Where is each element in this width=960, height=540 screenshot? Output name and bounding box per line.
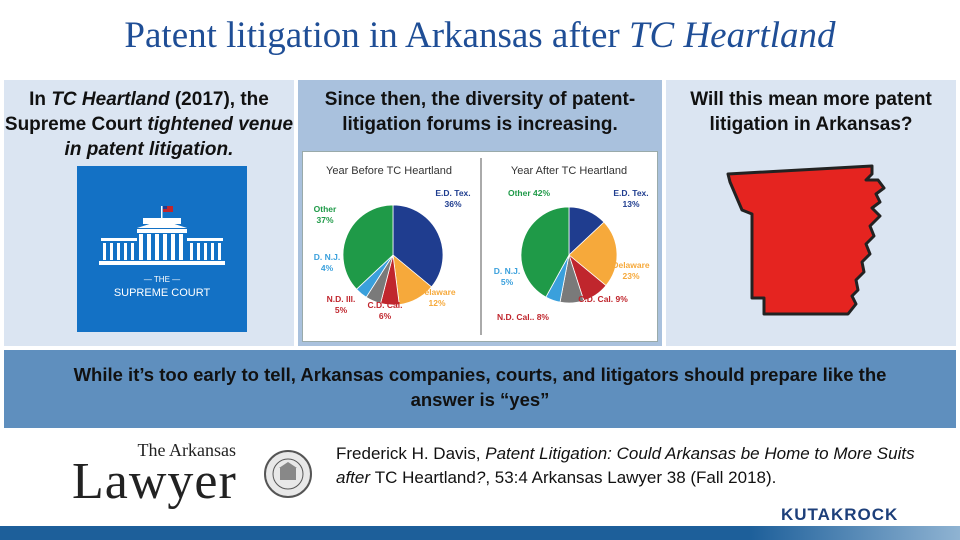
right-panel-text: Will this mean more patent litigation in…	[690, 89, 932, 135]
pie-label-delaware: Delaware 12%	[418, 287, 456, 308]
pie-label-d-n-j: D. N.J. 4%	[314, 252, 340, 273]
citation: Frederick H. Davis, Patent Litigation: C…	[336, 444, 915, 487]
arkansas-lawyer-logo: The Arkansas Lawyer	[72, 440, 242, 516]
pie-chart-comparison: Year Before TC Heartland E.D. Tex. 36% Dela…	[302, 151, 658, 342]
logo-lawyer: Lawyer	[72, 453, 237, 510]
middle-panel: Since then, the diversity of patent-liti…	[298, 80, 662, 346]
pie-label-e-d-tex: E.D. Tex. 13%	[613, 188, 648, 209]
supreme-court-logo: — THE — SUPREME COURT	[77, 166, 247, 332]
pie-charts-svg: Year Before TC Heartland E.D. Tex. 36% Dela…	[314, 158, 650, 335]
pie-title-1: Year Before TC Heartland	[326, 165, 452, 177]
pie-title-2: Year After TC Heartland	[511, 165, 627, 177]
pie-label-c-d-cal: C.D. Cal. 9%	[578, 294, 628, 304]
pie-slice-e-d-tex	[392, 204, 444, 288]
right-panel: Will this mean more patent litigation in…	[666, 80, 956, 346]
pie-label-d-n-j: D. N.J. 5%	[494, 266, 520, 287]
conclusion-banner: While it’s too early to tell, Arkansas c…	[4, 350, 956, 428]
kutak-rock-logo: KUTAKROCK	[781, 505, 899, 524]
pie-label-e-d-tex: E.D. Tex. 36%	[435, 188, 470, 209]
court-logo-label: — THE —	[143, 275, 181, 284]
pie-slice-other	[520, 206, 570, 298]
middle-panel-text: Since then, the diversity of patent-liti…	[324, 89, 636, 135]
pie-slice-other	[342, 204, 394, 290]
arkansas-bar-association-seal-icon	[264, 450, 312, 498]
court-logo-name: SUPREME COURT	[113, 287, 211, 299]
pie-label-other: Other 42%	[508, 188, 550, 198]
left-panel-text: In TC Heartland (2017), the Supreme Cour…	[4, 89, 294, 160]
pie-label-n-d-cal: N.D. Cal.. 8%	[497, 312, 549, 322]
pie-label-other: Other 37%	[314, 204, 337, 225]
logo-the-arkansas: The Arkansas	[137, 440, 236, 460]
left-panel: In TC Heartland (2017), the Supreme Cour…	[4, 80, 294, 346]
pie-label-n-d-ill: N.D. Ill. 5%	[327, 294, 356, 315]
arkansas-state-map-icon	[726, 164, 886, 316]
pie-label-c-d-cal: C.D. Cal. 6%	[368, 300, 403, 321]
page-title: Patent litigation in Arkansas after TC H…	[124, 15, 836, 56]
courthouse-icon	[99, 206, 225, 265]
footer-bar	[0, 526, 960, 540]
conclusion-text: While it’s too early to tell, Arkansas c…	[73, 364, 887, 410]
pie-label-delaware: Delaware 23%	[612, 260, 650, 281]
pie-slice-delaware	[568, 221, 618, 287]
